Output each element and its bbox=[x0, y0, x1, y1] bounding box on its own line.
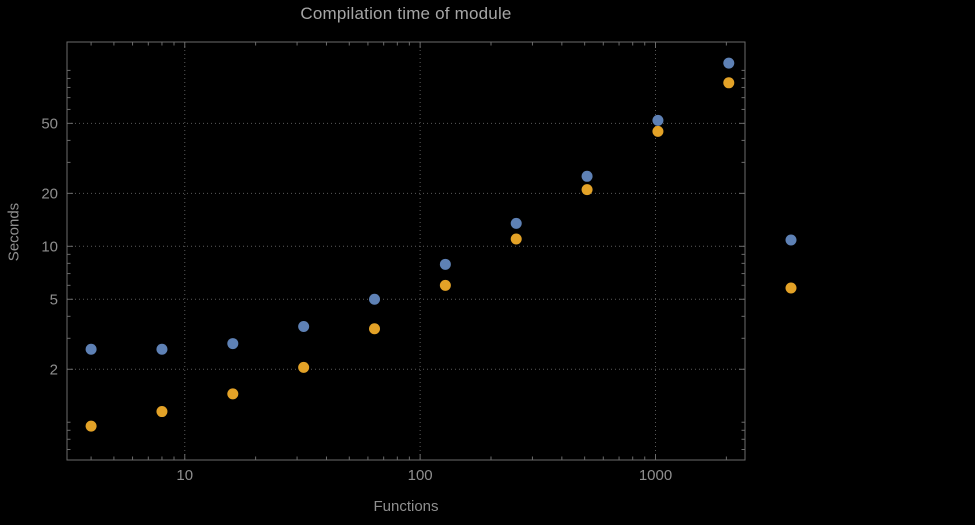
chart-title: Compilation time of module bbox=[300, 4, 512, 23]
y-tick-label: 5 bbox=[50, 291, 58, 308]
y-tick-label: 20 bbox=[41, 185, 58, 202]
y-tick-label: 2 bbox=[50, 361, 58, 378]
x-tick-label: 100 bbox=[408, 467, 433, 484]
data-point-series-1-blue bbox=[298, 321, 310, 333]
data-point-series-2-orange bbox=[652, 125, 664, 137]
data-point-series-1-blue bbox=[85, 343, 97, 355]
y-axis-label: Seconds bbox=[5, 202, 23, 262]
data-point-series-2-orange bbox=[85, 420, 97, 432]
data-point-series-2-orange bbox=[723, 77, 735, 89]
x-tick-label: 1000 bbox=[639, 467, 672, 484]
data-point-series-2-orange bbox=[298, 361, 310, 373]
data-point-series-1-blue bbox=[652, 114, 664, 126]
data-point-series-2-orange bbox=[439, 279, 451, 291]
data-point-series-1-blue bbox=[369, 293, 381, 305]
plot-frame bbox=[66, 41, 746, 461]
data-point-series-2-orange bbox=[156, 406, 168, 418]
y-tick-label: 10 bbox=[41, 238, 58, 255]
data-point-series-1-blue bbox=[439, 258, 451, 270]
data-point-series-1-blue bbox=[723, 57, 735, 69]
data-point-series-2-orange bbox=[369, 323, 381, 335]
data-point-series-2-orange bbox=[227, 388, 239, 400]
data-point-series-1-blue bbox=[510, 217, 522, 229]
legend-marker-series-2-orange bbox=[785, 282, 797, 294]
data-point-series-1-blue bbox=[227, 338, 239, 350]
data-point-series-2-orange bbox=[581, 184, 593, 196]
x-tick-label: 10 bbox=[176, 467, 193, 484]
x-axis-label: Functions bbox=[373, 498, 439, 515]
data-point-series-1-blue bbox=[156, 343, 168, 355]
y-tick-label: 50 bbox=[41, 115, 58, 132]
data-point-series-2-orange bbox=[510, 233, 522, 245]
data-point-series-1-blue bbox=[581, 170, 593, 182]
legend-marker-series-1-blue bbox=[785, 234, 797, 246]
